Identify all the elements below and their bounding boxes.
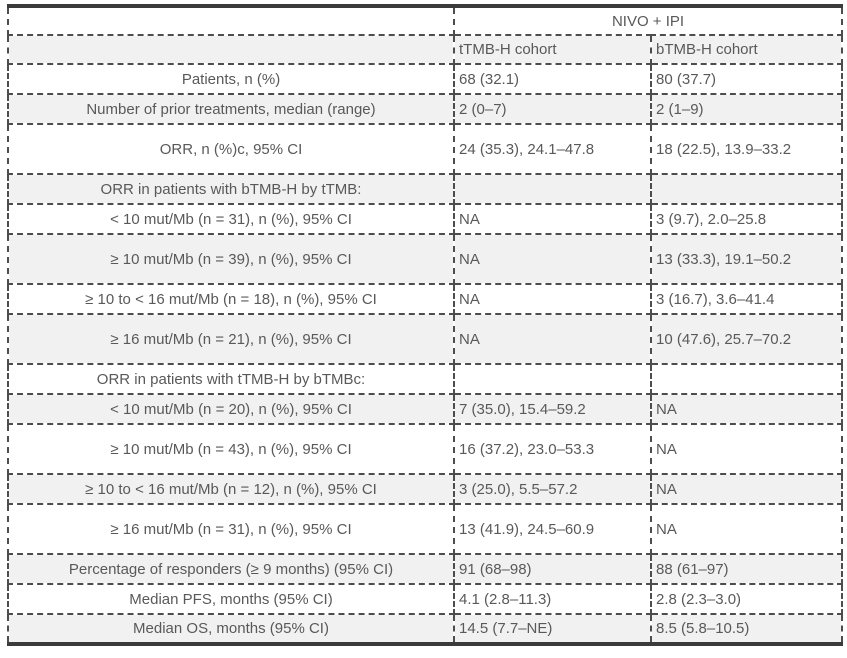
table-row-median-pfs: Median PFS, months (95% CI) 4.1 (2.8–11.… [7, 583, 844, 615]
btmb-value: NA [649, 423, 844, 475]
btmb-value: 2 (1–9) [649, 93, 844, 125]
row-label: Median OS, months (95% CI) [7, 613, 455, 645]
ttmb-value: 91 (68–98) [453, 553, 652, 585]
btmb-value: 3 (9.7), 2.0–25.8 [649, 203, 844, 235]
table-row-ge10-n39: ≥ 10 mut/Mb (n = 39), n (%), 95% CI NA 1… [7, 233, 844, 285]
btmb-value: 2.8 (2.3–3.0) [649, 583, 844, 615]
table-row-lt10-n20: < 10 mut/Mb (n = 20), n (%), 95% CI 7 (3… [7, 393, 844, 425]
ttmb-value: 24 (35.3), 24.1–47.8 [453, 123, 652, 175]
row-label: ORR, n (%)c, 95% CI [7, 123, 455, 175]
btmb-value: 13 (33.3), 19.1–50.2 [649, 233, 844, 285]
ttmb-value: 3 (25.0), 5.5–57.2 [453, 473, 652, 505]
row-label: < 10 mut/Mb (n = 20), n (%), 95% CI [7, 393, 455, 425]
ttmb-value: 4.1 (2.8–11.3) [453, 583, 652, 615]
empty-corner-cell [7, 5, 455, 36]
btmb-value [649, 363, 844, 395]
row-label: ≥ 10 to < 16 mut/Mb (n = 18), n (%), 95%… [7, 283, 455, 315]
row-label: ≥ 10 to < 16 mut/Mb (n = 12), n (%), 95%… [7, 473, 455, 505]
ttmb-value: NA [453, 203, 652, 235]
results-table: NIVO + IPI tTMB-H cohort bTMB-H cohort P… [7, 4, 844, 646]
btmb-value: 88 (61–97) [649, 553, 844, 585]
table-row-ge10lt16-n18: ≥ 10 to < 16 mut/Mb (n = 18), n (%), 95%… [7, 283, 844, 315]
ttmb-value: NA [453, 283, 652, 315]
row-label: ≥ 16 mut/Mb (n = 21), n (%), 95% CI [7, 313, 455, 365]
ttmb-value: 13 (41.9), 24.5–60.9 [453, 503, 652, 555]
ttmb-value: NA [453, 313, 652, 365]
row-label: Number of prior treatments, median (rang… [7, 93, 455, 125]
table-row-orr-ttmb-section: ORR in patients with tTMB-H by bTMBc: [7, 363, 844, 395]
btmb-value: 10 (47.6), 25.7–70.2 [649, 313, 844, 365]
row-label: ORR in patients with tTMB-H by bTMBc: [7, 363, 455, 395]
btmb-value [649, 173, 844, 205]
row-label: Percentage of responders (≥ 9 months) (9… [7, 553, 455, 585]
ttmb-value: NA [453, 233, 652, 285]
table-row-prior-treatments: Number of prior treatments, median (rang… [7, 93, 844, 125]
table-row-responders: Percentage of responders (≥ 9 months) (9… [7, 553, 844, 585]
empty-corner-cell [7, 34, 455, 65]
row-label: ORR in patients with bTMB-H by tTMB: [7, 173, 455, 205]
ttmb-value: 2 (0–7) [453, 93, 652, 125]
column-header-ttmb-cohort: tTMB-H cohort [453, 34, 652, 65]
table-row-patients: Patients, n (%) 68 (32.1) 80 (37.7) [7, 63, 844, 95]
table-row-orr-btmb-section: ORR in patients with bTMB-H by tTMB: [7, 173, 844, 205]
btmb-value: NA [649, 473, 844, 505]
table-row-median-os: Median OS, months (95% CI) 14.5 (7.7–NE)… [7, 613, 844, 645]
table-row-ge16-n31: ≥ 16 mut/Mb (n = 31), n (%), 95% CI 13 (… [7, 503, 844, 555]
ttmb-value [453, 363, 652, 395]
ttmb-value: 14.5 (7.7–NE) [453, 613, 652, 645]
btmb-value: NA [649, 393, 844, 425]
ttmb-value: 16 (37.2), 23.0–53.3 [453, 423, 652, 475]
row-label: < 10 mut/Mb (n = 31), n (%), 95% CI [7, 203, 455, 235]
row-label: ≥ 10 mut/Mb (n = 43), n (%), 95% CI [7, 423, 455, 475]
column-header-btmb-cohort: bTMB-H cohort [649, 34, 844, 65]
row-label: Patients, n (%) [7, 63, 455, 95]
btmb-value: 80 (37.7) [649, 63, 844, 95]
row-label: ≥ 16 mut/Mb (n = 31), n (%), 95% CI [7, 503, 455, 555]
group-header-nivo-ipi: NIVO + IPI [452, 5, 844, 36]
table-row-ge10-n43: ≥ 10 mut/Mb (n = 43), n (%), 95% CI 16 (… [7, 423, 844, 475]
btmb-value: NA [649, 503, 844, 555]
table-row-lt10-n31: < 10 mut/Mb (n = 31), n (%), 95% CI NA 3… [7, 203, 844, 235]
ttmb-value [453, 173, 652, 205]
column-header-row: tTMB-H cohort bTMB-H cohort [7, 34, 844, 65]
table-row-ge16-n21: ≥ 16 mut/Mb (n = 21), n (%), 95% CI NA 1… [7, 313, 844, 365]
table-row-orr: ORR, n (%)c, 95% CI 24 (35.3), 24.1–47.8… [7, 123, 844, 175]
row-label: ≥ 10 mut/Mb (n = 39), n (%), 95% CI [7, 233, 455, 285]
ttmb-value: 68 (32.1) [453, 63, 652, 95]
btmb-value: 8.5 (5.8–10.5) [649, 613, 844, 645]
row-label: Median PFS, months (95% CI) [7, 583, 455, 615]
btmb-value: 18 (22.5), 13.9–33.2 [649, 123, 844, 175]
btmb-value: 3 (16.7), 3.6–41.4 [649, 283, 844, 315]
table-row-ge10lt16-n12: ≥ 10 to < 16 mut/Mb (n = 12), n (%), 95%… [7, 473, 844, 505]
ttmb-value: 7 (35.0), 15.4–59.2 [453, 393, 652, 425]
group-header-row: NIVO + IPI [7, 5, 844, 36]
